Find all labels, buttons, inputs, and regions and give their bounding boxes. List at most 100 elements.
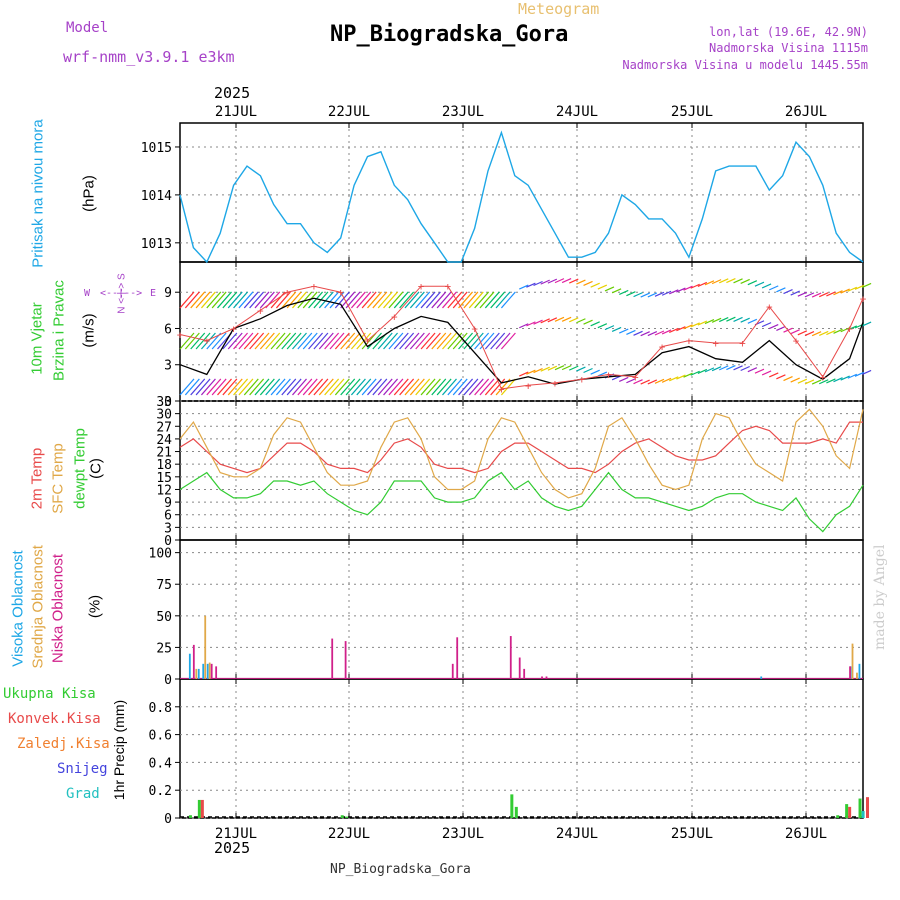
wind-arrow xyxy=(281,378,297,396)
wind-gust-marker: + xyxy=(498,383,505,396)
wind-arrow xyxy=(647,379,658,385)
wind-arrow xyxy=(474,291,490,309)
pressure-ytick-label: 1013 xyxy=(141,237,172,252)
wind-arrow xyxy=(500,291,516,309)
wind-arrow xyxy=(190,291,206,309)
wind-arrow xyxy=(669,376,679,382)
precip-bar-1 xyxy=(200,799,204,818)
wind-arrow xyxy=(776,287,786,293)
wind-arrow xyxy=(275,291,291,309)
wind-arrow xyxy=(442,378,457,396)
temp-line-2 xyxy=(179,471,864,533)
wind-arrow xyxy=(519,371,529,377)
wind-arrow xyxy=(227,378,243,396)
wind-arrow xyxy=(519,284,529,290)
wind-gust-marker: + xyxy=(659,341,666,354)
wind-arrow xyxy=(569,317,579,323)
wind-gust-marker: + xyxy=(739,337,746,350)
wind-arrow xyxy=(519,323,529,329)
precip-bar-0 xyxy=(514,806,518,818)
wind-arrow xyxy=(676,374,686,380)
wind-arrow xyxy=(367,291,382,309)
temp-ytick-label: 15 xyxy=(156,471,172,486)
wind-arrow xyxy=(350,332,366,350)
wind-compass-dash: <--|--> xyxy=(100,288,143,299)
wind-arrow xyxy=(540,366,550,372)
wind-arrow xyxy=(740,278,750,285)
day-label-bottom: 24JUL xyxy=(556,826,598,842)
wind-arrow xyxy=(500,378,516,396)
temp-panel-frame xyxy=(179,400,864,541)
wind-arrow xyxy=(243,378,259,396)
cloud-bar-1 xyxy=(204,615,207,679)
wind-arrow xyxy=(367,378,382,396)
wind-arrow xyxy=(676,326,686,332)
wind-arrow xyxy=(436,378,452,396)
wind-arrow xyxy=(388,332,404,350)
cloud-bar-0 xyxy=(202,663,205,679)
wind-arrow xyxy=(211,291,227,309)
wind-arrow xyxy=(233,332,249,350)
wind-arrow xyxy=(452,291,468,309)
wind-arrow xyxy=(420,378,436,396)
wind-arrow xyxy=(861,369,872,375)
wind-gust-marker: + xyxy=(364,335,371,348)
wind-arrow xyxy=(468,291,484,309)
wind-gust-marker: + xyxy=(578,373,585,386)
wind-arrow xyxy=(697,320,708,326)
wind-arrow xyxy=(811,292,822,298)
wind-arrow xyxy=(265,332,281,350)
precip-bar-4 xyxy=(861,811,865,818)
wind-arrow xyxy=(761,283,772,289)
cloud-bar-2 xyxy=(344,641,347,679)
wind-arrow xyxy=(302,332,318,350)
wind-gust-marker: + xyxy=(284,286,291,299)
wind-arrow xyxy=(281,291,297,309)
wind-arrow xyxy=(249,378,265,396)
temp-ytick-label: 12 xyxy=(156,483,172,498)
precip-bar-0 xyxy=(197,799,201,818)
wind-arrow xyxy=(683,324,693,330)
wind-arrow xyxy=(409,332,425,350)
cloud-bar-0 xyxy=(760,676,763,679)
wind-arrow xyxy=(420,291,436,309)
wind-arrow xyxy=(463,332,479,350)
precip-bar-1 xyxy=(848,806,852,818)
wind-arrow xyxy=(404,291,420,309)
wind-arrow xyxy=(840,288,850,294)
wind-arrow xyxy=(783,376,793,382)
wind-arrow xyxy=(776,325,786,331)
wind-arrow xyxy=(654,378,665,384)
wind-arrow xyxy=(372,378,388,396)
wind-arrow xyxy=(275,332,291,350)
wind-arrow xyxy=(206,378,222,396)
wind-arrow xyxy=(436,332,452,350)
day-label-bottom: 25JUL xyxy=(671,826,713,842)
day-label-bottom: 23JUL xyxy=(442,826,484,842)
wind-arrow xyxy=(704,367,715,373)
wind-arrow xyxy=(318,332,334,350)
wind-arrow xyxy=(431,332,447,350)
pressure-ytick-label: 1014 xyxy=(141,189,172,204)
wind-arrow xyxy=(404,378,420,396)
wind-arrow xyxy=(819,379,829,385)
wind-arrow xyxy=(200,378,216,396)
wind-arrow xyxy=(233,291,249,309)
wind-arrow xyxy=(526,369,536,375)
wind-arrow xyxy=(719,365,729,371)
wind-gust-marker: + xyxy=(605,368,612,381)
wind-gust-marker: + xyxy=(766,301,773,314)
wind-arrow xyxy=(583,319,593,325)
wind-arrow xyxy=(452,332,468,350)
wind-arrow xyxy=(399,332,415,350)
wind-arrow xyxy=(833,290,843,296)
wind-arrow xyxy=(361,291,377,309)
day-label-bottom: 26JUL xyxy=(785,826,827,842)
wind-arrow xyxy=(431,291,447,309)
wind-arrow xyxy=(747,318,758,324)
wind-arrow xyxy=(569,365,579,371)
wind-arrow xyxy=(583,367,593,374)
wind-arrow xyxy=(367,332,382,350)
wind-arrow xyxy=(297,332,313,350)
